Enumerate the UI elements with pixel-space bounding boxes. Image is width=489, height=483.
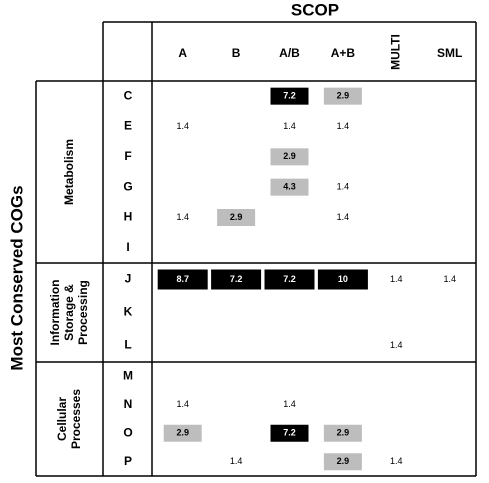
cell-value: 1.4	[176, 212, 189, 222]
column-header: MULTI	[388, 34, 402, 70]
row-label: M	[123, 368, 133, 382]
cell-shade	[270, 148, 309, 166]
cell-value: 8.7	[176, 274, 189, 284]
cell-value: 1.4	[443, 274, 456, 284]
cell-value: 1.4	[283, 121, 296, 131]
cell-value: 2.9	[337, 456, 350, 466]
column-header: A+B	[331, 46, 356, 60]
row-label: J	[125, 272, 132, 286]
cell-shade	[157, 269, 208, 290]
group-label: Processes	[69, 389, 83, 449]
cell-value: 1.4	[337, 121, 350, 131]
column-header: SML	[437, 46, 462, 60]
column-header: A	[178, 46, 187, 60]
row-label: C	[124, 88, 133, 102]
cell-value: 1.4	[390, 274, 403, 284]
row-label: E	[124, 119, 132, 133]
cell-shade	[163, 424, 202, 442]
row-label: N	[124, 397, 133, 411]
cell-shade	[317, 269, 368, 290]
column-header: A/B	[279, 46, 300, 60]
cell-value: 1.4	[390, 456, 403, 466]
grid-lines	[35, 21, 477, 477]
row-label: I	[126, 240, 129, 254]
cell-value: 2.9	[283, 151, 296, 161]
row-label: O	[123, 425, 132, 439]
row-label: G	[123, 179, 132, 193]
cell-shade	[323, 87, 362, 105]
cell-value: 10	[338, 274, 348, 284]
title: SCOP	[291, 0, 339, 19]
cell-value: 2.9	[230, 212, 243, 222]
row-label: L	[124, 338, 131, 352]
cell-value: 7.2	[283, 91, 296, 101]
cell-value: 7.2	[230, 274, 243, 284]
cell-shade	[323, 424, 362, 442]
cell-value: 1.4	[176, 121, 189, 131]
column-header: B	[232, 46, 241, 60]
cell-value: 1.4	[283, 399, 296, 409]
cell-value: 4.3	[283, 182, 296, 192]
cell-value: 2.9	[337, 428, 350, 438]
row-label: F	[124, 149, 131, 163]
row-label: K	[124, 305, 133, 319]
cell-value: 7.2	[283, 274, 296, 284]
side-title: Most Conserved COGs	[7, 185, 26, 370]
group-label: Processing	[76, 280, 90, 345]
cell-shade	[270, 178, 309, 196]
row-label: H	[124, 210, 133, 224]
group-label: Metabolism	[62, 139, 76, 205]
cell-shade	[323, 453, 362, 471]
cell-shade	[264, 269, 315, 290]
cell-value: 1.4	[337, 212, 350, 222]
group-label: Information	[48, 280, 62, 346]
cell-value: 1.4	[176, 399, 189, 409]
cell-shade	[270, 87, 309, 105]
group-label: Storage &	[62, 284, 76, 341]
cell-shade	[217, 209, 256, 226]
cell-shade	[211, 269, 262, 290]
cell-value: 2.9	[176, 428, 189, 438]
row-label: P	[124, 454, 132, 468]
cell-value: 1.4	[230, 456, 243, 466]
cell-value: 1.4	[390, 340, 403, 350]
cell-value: 1.4	[337, 182, 350, 192]
cell-value: 7.2	[283, 428, 296, 438]
cell-value: 2.9	[337, 91, 350, 101]
cell-shade	[270, 424, 309, 442]
group-label: Cellular	[55, 397, 69, 441]
